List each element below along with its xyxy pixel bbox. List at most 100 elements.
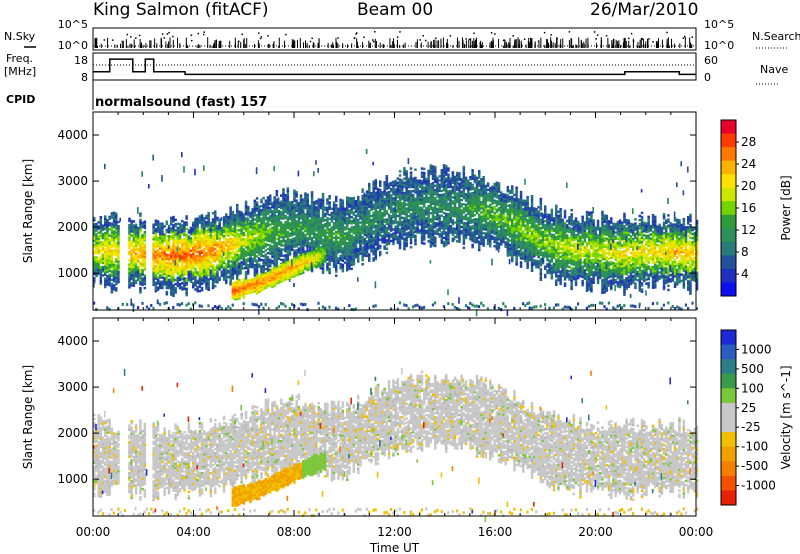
scatter-cell bbox=[332, 222, 336, 225]
scatter-cell bbox=[240, 215, 243, 219]
scatter-cell bbox=[269, 210, 272, 214]
scatter-cell bbox=[262, 280, 265, 284]
scatter-cell bbox=[128, 246, 131, 250]
scatter-cell bbox=[203, 237, 206, 241]
scatter-cell bbox=[196, 217, 199, 220]
scatter-cell bbox=[205, 258, 208, 261]
scatter-cell bbox=[174, 260, 176, 266]
scatter-cell bbox=[218, 276, 221, 279]
scatter-cell bbox=[181, 152, 183, 158]
scatter-cell bbox=[207, 280, 210, 283]
scatter-cell bbox=[225, 273, 228, 276]
scatter-cell bbox=[225, 265, 228, 268]
scatter-cell bbox=[185, 217, 188, 220]
scatter-cell bbox=[260, 231, 263, 235]
scatter-cell bbox=[273, 260, 276, 263]
scatter-cell bbox=[227, 244, 230, 248]
scatter-cell bbox=[273, 277, 276, 280]
scatter-cell bbox=[99, 242, 103, 246]
scatter-cell bbox=[104, 250, 107, 254]
scatter-cell bbox=[112, 226, 116, 229]
scatter-cell bbox=[117, 224, 120, 228]
scatter-cell bbox=[214, 285, 217, 288]
scatter-cell bbox=[277, 224, 281, 227]
scatter-cell bbox=[176, 280, 180, 284]
scatter-cell bbox=[249, 288, 252, 291]
scatter-cell bbox=[253, 282, 257, 286]
scatter-cell bbox=[139, 239, 142, 242]
scatter-cell bbox=[297, 170, 300, 177]
scatter-cell bbox=[403, 237, 406, 240]
scatter-cell bbox=[231, 260, 235, 264]
scatter-cell bbox=[198, 252, 202, 256]
scatter-cell bbox=[128, 250, 131, 254]
scatter-cell bbox=[154, 244, 158, 247]
scatter-cell bbox=[295, 220, 298, 223]
scatter-cell bbox=[264, 283, 268, 286]
scatter-cell bbox=[200, 251, 204, 255]
scatter-cell bbox=[205, 260, 208, 263]
scatter-cell bbox=[249, 219, 252, 223]
scatter-cell bbox=[273, 279, 276, 282]
scatter-cell bbox=[110, 278, 114, 282]
scatter-cell bbox=[288, 306, 291, 310]
scatter-cell bbox=[253, 265, 257, 269]
scatter-cell bbox=[211, 253, 215, 256]
scatter-cell bbox=[273, 284, 276, 287]
scatter-cell bbox=[218, 226, 221, 230]
scatter-cell bbox=[99, 282, 103, 285]
scatter-cell bbox=[225, 219, 228, 222]
scatter-cell bbox=[139, 247, 142, 251]
scatter-cell bbox=[209, 221, 213, 225]
scatter-cell bbox=[253, 230, 257, 234]
scatter-cell bbox=[249, 284, 252, 287]
nsky-tick-high-right: 10^5 bbox=[704, 18, 734, 31]
scatter-cell bbox=[194, 255, 197, 258]
scatter-cell bbox=[159, 236, 162, 240]
scatter-cell bbox=[128, 238, 131, 241]
nsearch-dot bbox=[490, 32, 493, 34]
scatter-cell bbox=[255, 265, 259, 269]
scatter-cell bbox=[262, 219, 265, 223]
scatter-cell bbox=[266, 216, 270, 220]
scatter-cell bbox=[172, 249, 175, 252]
scatter-cell bbox=[200, 276, 204, 279]
scatter-cell bbox=[236, 210, 239, 213]
scatter-cell bbox=[231, 273, 235, 276]
scatter-cell bbox=[154, 231, 158, 235]
scatter-cell bbox=[264, 253, 268, 256]
scatter-cell bbox=[222, 268, 226, 271]
scatter-cell bbox=[93, 301, 96, 305]
scatter-cell bbox=[374, 179, 378, 182]
scatter-cell bbox=[110, 214, 114, 217]
scatter-cell bbox=[172, 290, 175, 293]
scatter-cell bbox=[264, 207, 268, 211]
scatter-cell bbox=[159, 230, 162, 234]
scatter-cell bbox=[181, 255, 184, 258]
scatter-cell bbox=[247, 228, 250, 232]
scatter-cell bbox=[277, 272, 281, 275]
scatter-cell bbox=[139, 268, 142, 271]
scatter-cell bbox=[262, 236, 265, 239]
scatter-cell bbox=[165, 239, 169, 242]
scatter-cell bbox=[236, 245, 239, 248]
scatter-cell bbox=[236, 259, 239, 263]
scatter-cell bbox=[324, 218, 327, 222]
scatter-cell bbox=[262, 288, 265, 291]
scatter-cell bbox=[130, 240, 133, 244]
scatter-cell bbox=[238, 216, 241, 220]
scatter-cell bbox=[207, 263, 210, 267]
scatter-cell bbox=[117, 220, 120, 224]
scatter-cell bbox=[273, 266, 276, 269]
scatter-cell bbox=[110, 251, 114, 255]
scatter-cell bbox=[165, 274, 169, 277]
scatter-cell bbox=[275, 274, 279, 278]
scatter-cell bbox=[227, 261, 230, 264]
scatter-cell bbox=[167, 239, 171, 242]
scatter-cell bbox=[222, 257, 226, 261]
scatter-cell bbox=[174, 241, 177, 244]
nsearch-dot bbox=[168, 31, 170, 34]
scatter-cell bbox=[178, 268, 182, 271]
scatter-cell bbox=[167, 284, 171, 288]
scatter-cell bbox=[200, 223, 203, 229]
